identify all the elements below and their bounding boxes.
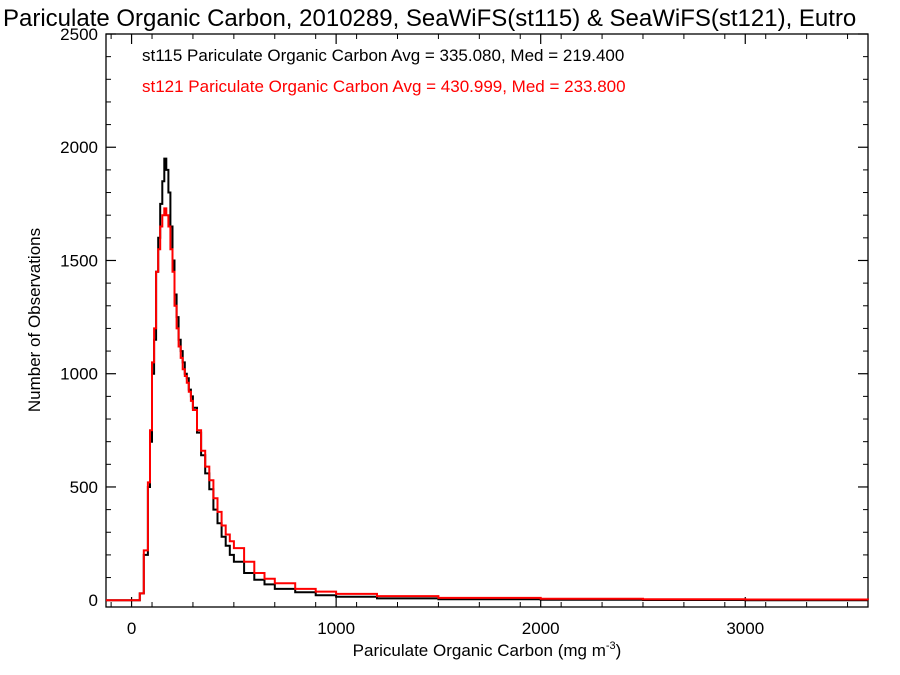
series-layer bbox=[106, 157, 869, 602]
legend-entry-st121: st121 Pariculate Organic Carbon Avg = 43… bbox=[142, 77, 626, 96]
y-axis-label: Number of Observations bbox=[25, 228, 44, 412]
y-axis-ticks: 0 500 1000 1500 2000 2500 bbox=[60, 25, 868, 610]
x-axis-ticks: 0 1000 2000 3000 bbox=[110, 34, 849, 638]
legend-entry-st115: st115 Pariculate Organic Carbon Avg = 33… bbox=[142, 46, 624, 65]
x-axis-label: Pariculate Organic Carbon (mg m-3) bbox=[353, 640, 622, 660]
y-tick-label: 2500 bbox=[60, 25, 98, 44]
y-tick-label: 1000 bbox=[60, 365, 98, 384]
y-tick-label: 1500 bbox=[60, 251, 98, 270]
y-tick-label: 500 bbox=[70, 478, 98, 497]
x-axis-label-suffix: ) bbox=[616, 641, 622, 660]
x-tick-label: 1000 bbox=[317, 619, 355, 638]
y-tick-label: 0 bbox=[89, 591, 98, 610]
series-line-st121 bbox=[106, 207, 869, 602]
x-tick-label: 0 bbox=[127, 619, 136, 638]
x-tick-label: 3000 bbox=[726, 619, 764, 638]
x-axis-label-superscript: -3 bbox=[606, 640, 616, 652]
chart-title: Pariculate Organic Carbon, 2010289, SeaW… bbox=[3, 5, 856, 32]
x-tick-label: 2000 bbox=[522, 619, 560, 638]
series-line-st115 bbox=[106, 157, 868, 602]
y-tick-label: 2000 bbox=[60, 138, 98, 157]
x-axis-label-main: Pariculate Organic Carbon (mg m bbox=[353, 641, 606, 660]
plot-frame bbox=[105, 33, 869, 608]
